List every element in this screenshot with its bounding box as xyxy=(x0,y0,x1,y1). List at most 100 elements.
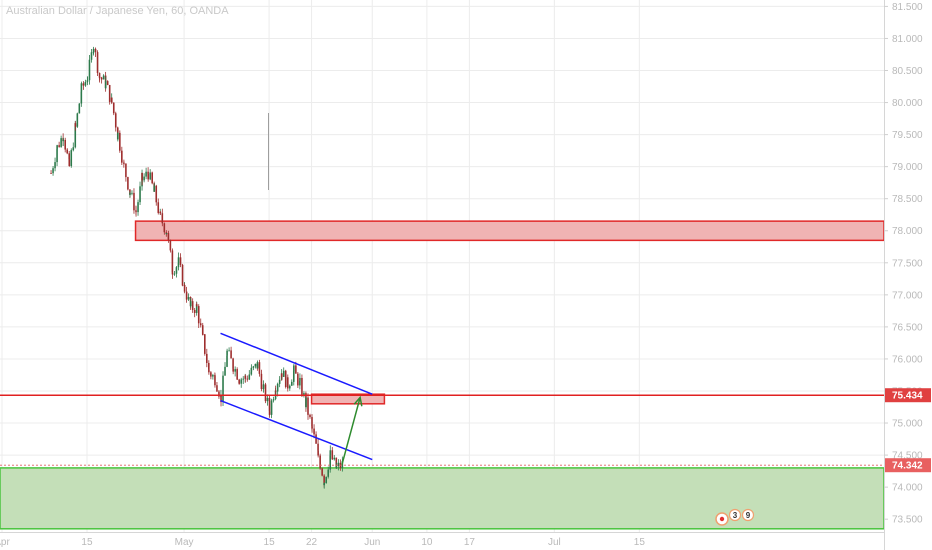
candle-body-24 xyxy=(86,80,89,81)
candle-body-40 xyxy=(110,97,113,103)
candle-body-161 xyxy=(295,365,297,374)
candle-body-115 xyxy=(226,355,228,367)
channel-upper-line xyxy=(220,332,373,395)
candle-body-79 xyxy=(171,250,174,273)
zone-layer xyxy=(0,220,885,530)
chart-title: Australian Dollar / Japanese Yen, 60, OA… xyxy=(6,5,229,17)
price-badge-bg-0 xyxy=(885,388,931,403)
candle-body-97 xyxy=(197,306,200,324)
candle-body-143 xyxy=(268,397,271,412)
price-tick-6: 76.500 xyxy=(892,322,923,333)
candle-body-108 xyxy=(214,375,216,386)
time-tick-0: Apr xyxy=(0,537,10,548)
candle-body-171 xyxy=(311,417,313,427)
candle-body-164 xyxy=(299,377,301,381)
candle-body-42 xyxy=(114,113,117,128)
candle-body-131 xyxy=(250,371,253,375)
candle-body-58 xyxy=(139,186,141,203)
candle-body-10 xyxy=(66,149,68,154)
candle-body-83 xyxy=(177,262,180,268)
candle-body-136 xyxy=(256,362,259,369)
candle-body-183 xyxy=(329,455,332,470)
candle-body-119 xyxy=(232,358,234,369)
candle-body-133 xyxy=(252,366,255,368)
candle-body-144 xyxy=(268,411,271,415)
candle-body-93 xyxy=(191,301,194,310)
candle-body-120 xyxy=(232,368,234,372)
candle-body-168 xyxy=(305,397,307,408)
time-tick-1: 15 xyxy=(81,537,93,548)
candle-body-95 xyxy=(195,304,198,313)
candle-body-186 xyxy=(333,457,336,460)
candle-body-61 xyxy=(143,176,145,181)
candle-body-30 xyxy=(96,52,99,73)
time-tick-2: May xyxy=(175,537,194,548)
candle-body-121 xyxy=(234,369,236,372)
candle-body-128 xyxy=(244,375,247,379)
candle-body-73 xyxy=(161,213,164,224)
candle-body-149 xyxy=(276,383,279,392)
price-tick-16: 81.500 xyxy=(892,2,923,13)
candle-body-25 xyxy=(88,59,91,81)
price-tick-0: 73.500 xyxy=(892,515,923,526)
price-badge-1: 74.342 xyxy=(885,458,931,473)
candle-body-150 xyxy=(278,379,281,384)
candle-body-81 xyxy=(173,273,176,275)
projection-arrow-head xyxy=(353,395,363,407)
candle-body-2 xyxy=(54,162,56,169)
candle-body-88 xyxy=(183,284,186,292)
channel-lower-line xyxy=(220,399,373,461)
price-badge-text-1: 74.342 xyxy=(892,461,923,472)
candle-body-181 xyxy=(325,476,328,483)
candle-body-68 xyxy=(153,185,156,192)
candle-body-41 xyxy=(112,102,115,114)
candle-body-56 xyxy=(135,211,137,213)
candle-body-26 xyxy=(90,52,93,60)
candle-body-114 xyxy=(224,366,226,376)
candle-body-94 xyxy=(193,309,196,313)
candle-body-112 xyxy=(220,394,222,403)
candle-body-5 xyxy=(58,145,60,147)
candle-body-101 xyxy=(204,334,206,354)
candle-body-86 xyxy=(181,264,184,286)
event-count-a: 3 xyxy=(733,511,738,520)
candle-body-14 xyxy=(72,147,75,151)
candle-body-11 xyxy=(68,153,70,160)
price-tick-13: 80.000 xyxy=(892,98,923,109)
candle-body-6 xyxy=(60,138,62,147)
candle-body-98 xyxy=(199,323,202,326)
candle-body-142 xyxy=(266,397,269,402)
candle-body-3 xyxy=(56,148,58,163)
candle-body-162 xyxy=(297,373,299,386)
candle-body-12 xyxy=(68,159,71,166)
time-axis-bg xyxy=(0,532,884,550)
candle-body-125 xyxy=(240,379,243,384)
candle-body-21 xyxy=(82,83,85,86)
candle-body-50 xyxy=(127,177,129,190)
candle-body-166 xyxy=(303,393,305,396)
drawing-layer xyxy=(0,332,884,466)
candle-body-132 xyxy=(250,367,253,372)
candle-body-77 xyxy=(167,233,170,241)
candle-body-124 xyxy=(238,383,241,384)
time-tick-6: 10 xyxy=(421,537,433,548)
price-badge-bg-1 xyxy=(885,458,931,473)
candle-body-118 xyxy=(230,350,232,359)
candle-body-82 xyxy=(175,267,178,274)
resistance-zone xyxy=(134,220,885,242)
grid-lines xyxy=(0,0,884,532)
time-axis[interactable]: Apr 15 May 15 22 Jun 10 17 Jul 15 xyxy=(0,532,884,550)
price-tick-5: 76.000 xyxy=(892,354,923,365)
candle-body-153 xyxy=(282,370,285,377)
candle-body-116 xyxy=(226,350,228,356)
candle-body-0 xyxy=(50,173,52,174)
price-tick-14: 80.500 xyxy=(892,66,923,77)
candle-body-89 xyxy=(185,291,188,300)
candle-body-37 xyxy=(106,81,109,85)
candle-body-137 xyxy=(258,362,261,374)
candle-body-173 xyxy=(313,428,315,435)
candle-body-148 xyxy=(274,390,277,392)
candle-body-36 xyxy=(104,81,107,89)
